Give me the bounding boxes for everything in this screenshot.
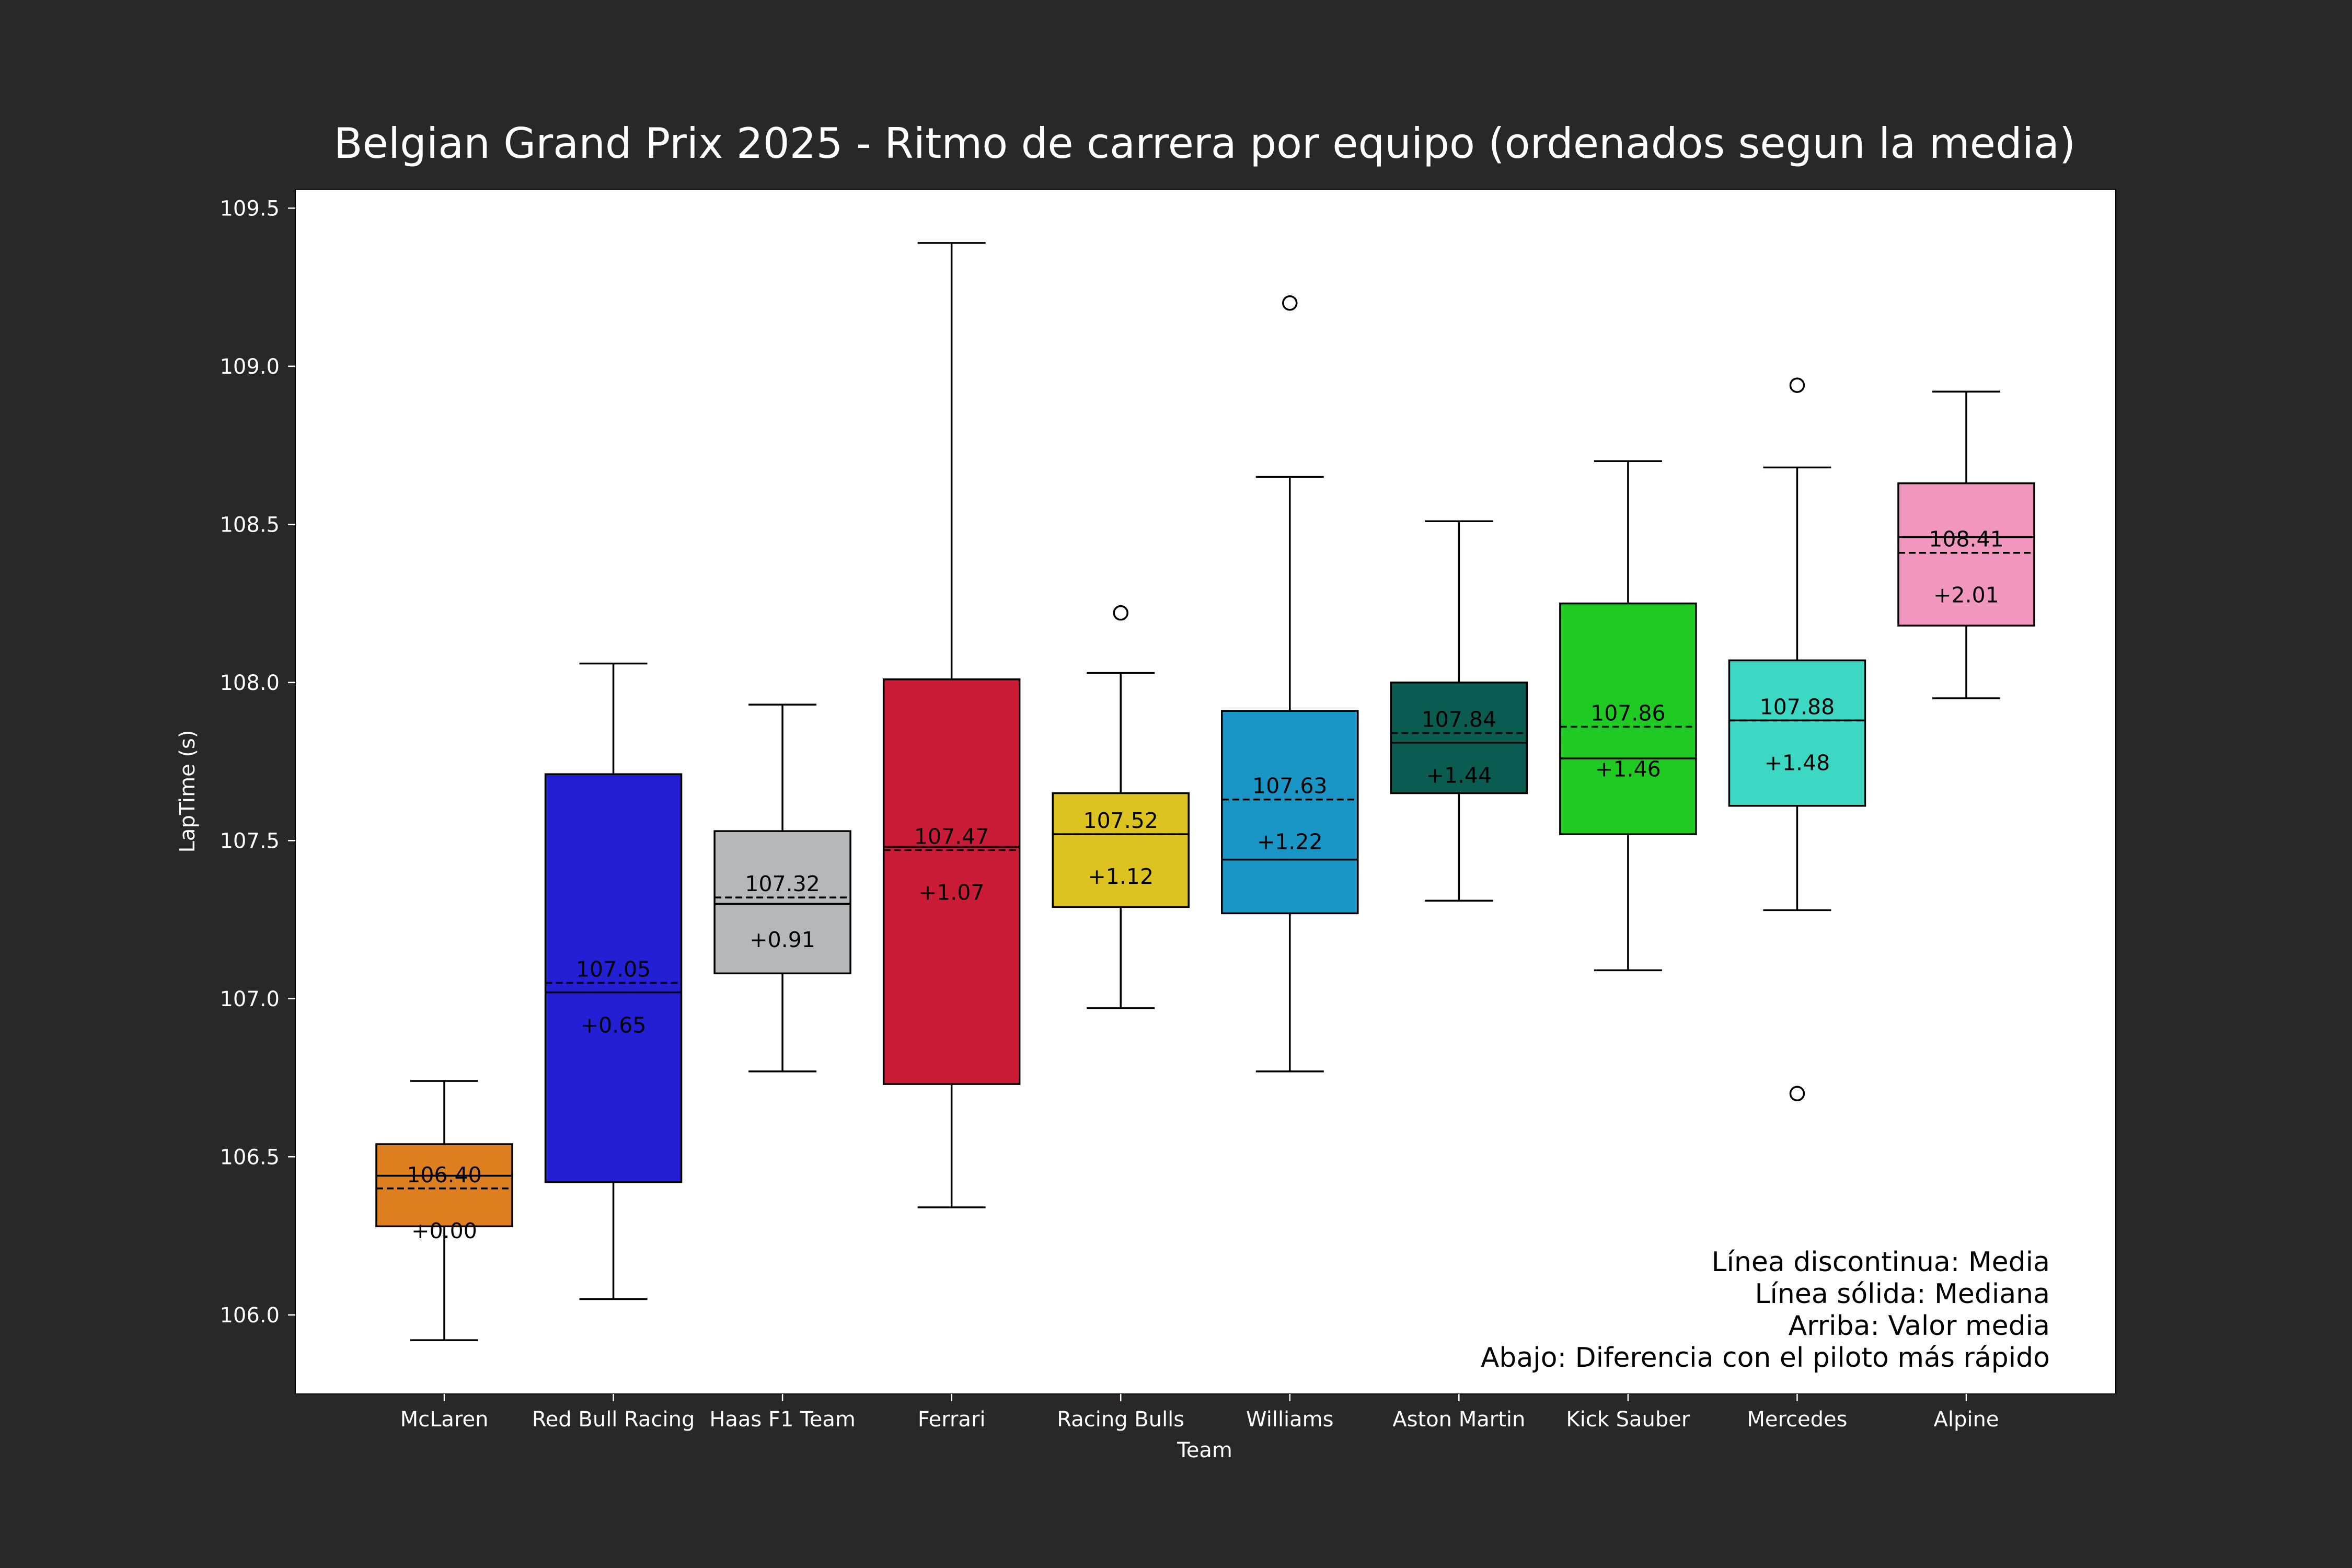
y-tick-label: 107.0: [220, 987, 280, 1011]
y-axis-label: LapTime (s): [176, 730, 200, 853]
note-line: Línea sólida: Mediana: [1755, 1278, 2050, 1310]
iqr-box: [1559, 602, 1697, 835]
diff-value-label: +1.12: [1088, 864, 1154, 889]
iqr-box: [544, 773, 683, 1183]
mean-value-label: 107.84: [1422, 707, 1496, 732]
x-tick-label: Racing Bulls: [1057, 1408, 1184, 1432]
diff-value-label: +1.07: [919, 880, 985, 905]
chart-title: Belgian Grand Prix 2025 - Ritmo de carre…: [334, 119, 2076, 168]
x-tick-label: Aston Martin: [1392, 1408, 1525, 1432]
mean-value-label: 107.88: [1760, 694, 1835, 719]
mean-value-label: 107.05: [576, 957, 651, 982]
box-group-4: 107.52 +1.12: [1052, 605, 1190, 1009]
x-tick-label: Haas F1 Team: [709, 1408, 856, 1432]
note-line: Arriba: Valor media: [1789, 1310, 2050, 1342]
x-tick-label: Red Bull Racing: [532, 1408, 695, 1432]
mean-value-label: 107.86: [1590, 700, 1665, 725]
box-group-0: 106.40 +0.00: [375, 1080, 513, 1341]
diff-value-label: +0.65: [581, 1013, 647, 1038]
diff-value-label: +0.00: [411, 1218, 477, 1243]
x-tick-label: Kick Sauber: [1566, 1408, 1690, 1432]
iqr-box: [1052, 792, 1190, 908]
x-axis: McLaren Red Bull Racing Haas F1 Team Ferrar…: [400, 1394, 1999, 1432]
mean-value-label: 107.32: [745, 871, 820, 896]
x-tick-label: McLaren: [400, 1408, 489, 1432]
y-tick-label: 106.0: [220, 1304, 280, 1328]
outlier-point: [1789, 377, 1805, 393]
box-group-5: 107.63 +1.22: [1221, 295, 1359, 1073]
box-group-7: 107.86 +1.46: [1559, 460, 1697, 972]
box-group-2: 107.32 +0.91: [713, 704, 851, 1073]
box-group-9: 108.41 +2.01: [1897, 390, 2035, 699]
y-axis: 106.0 106.5 107.0 107.5 108.0 108.5 109.0 109.5: [220, 197, 295, 1328]
y-tick-label: 109.5: [220, 197, 280, 221]
box-group-6: 107.84 +1.44: [1390, 520, 1528, 902]
x-tick-label: Alpine: [1934, 1408, 1999, 1432]
mean-value-label: 107.63: [1252, 774, 1327, 799]
iqr-box: [1390, 682, 1528, 794]
x-tick-label: Williams: [1246, 1408, 1333, 1432]
x-tick-label: Ferrari: [918, 1408, 986, 1432]
y-tick-label: 106.5: [220, 1145, 280, 1169]
iqr-box: [375, 1143, 513, 1228]
y-tick-label: 107.5: [220, 829, 280, 853]
diff-value-label: +1.48: [1765, 750, 1830, 775]
diff-value-label: +2.01: [1933, 583, 1999, 608]
iqr-box: [1221, 710, 1359, 915]
diff-value-label: +1.44: [1426, 763, 1492, 788]
mean-value-label: 108.41: [1929, 527, 2003, 552]
y-tick-label: 108.5: [220, 513, 280, 537]
y-tick-label: 108.0: [220, 671, 280, 695]
iqr-box: [1728, 659, 1866, 807]
box-group-1: 107.05 +0.65: [544, 662, 683, 1300]
note-line: Abajo: Diferencia con el piloto más rápi…: [1481, 1342, 2050, 1374]
y-tick-label: 109.0: [220, 355, 280, 379]
outlier-point: [1789, 1086, 1805, 1102]
diff-value-label: +1.22: [1257, 829, 1323, 855]
iqr-box: [713, 830, 851, 975]
x-tick-label: Mercedes: [1747, 1408, 1847, 1432]
diff-value-label: +1.46: [1595, 756, 1661, 781]
diff-value-label: +0.91: [750, 927, 815, 952]
outlier-point: [1113, 605, 1128, 621]
outlier-point: [1282, 295, 1298, 311]
mean-value-label: 106.40: [407, 1162, 481, 1187]
note-line: Línea discontinua: Media: [1711, 1247, 2050, 1278]
box-group-3: 107.47 +1.07: [882, 242, 1021, 1208]
x-axis-label: Team: [1177, 1438, 1232, 1462]
mean-value-label: 107.52: [1083, 808, 1158, 833]
box-group-8: 107.88 +1.48: [1728, 377, 1866, 1102]
iqr-box: [882, 678, 1021, 1085]
mean-value-label: 107.47: [914, 824, 989, 849]
iqr-box: [1897, 482, 2035, 627]
